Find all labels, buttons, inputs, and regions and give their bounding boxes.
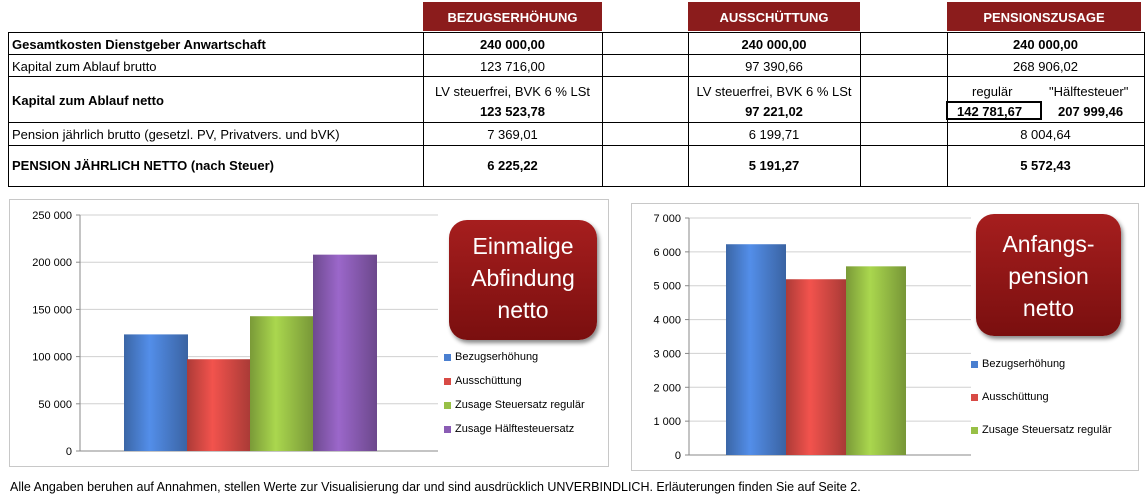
callout-anfangspension: Anfangs- pension netto xyxy=(976,214,1121,336)
table-line xyxy=(8,32,9,187)
legend-item: Zusage Steuersatz regulär xyxy=(444,399,585,411)
cell-kapital-brutto-pension: 268 906,02 xyxy=(1012,59,1079,74)
legend-label: Zusage Steuersatz regulär xyxy=(982,424,1112,436)
cell-kapital-brutto-aussch: 97 390,66 xyxy=(745,59,803,74)
cell-kapital-netto-haelfte: 207 999,46 xyxy=(1058,104,1124,119)
cell-pension-brutto-aussch: 6 199,71 xyxy=(748,127,800,142)
cell-pension-netto-bezug: 6 225,22 xyxy=(487,158,538,173)
callout-line: pension xyxy=(1008,263,1089,289)
table-line xyxy=(8,76,1145,77)
cell-kapital-netto-regulaer-selected[interactable] xyxy=(946,101,1042,120)
bar-1 xyxy=(726,244,786,455)
legend-swatch xyxy=(444,401,451,409)
table-line xyxy=(860,32,861,187)
callout-line: Abfindung xyxy=(471,265,575,291)
y-tick-label: 250 000 xyxy=(32,210,72,222)
y-tick-label: 1 000 xyxy=(653,416,681,428)
cell-kapital-brutto-bezug: 123 716,00 xyxy=(479,59,546,74)
footnote: Alle Angaben beruhen auf Annahmen, stell… xyxy=(10,480,861,494)
row-label-pension-brutto: Pension jährlich brutto (gesetzl. PV, Pr… xyxy=(12,127,340,142)
y-tick-label: 100 000 xyxy=(32,352,72,364)
row-label-kapital-netto: Kapital zum Ablauf netto xyxy=(12,93,164,108)
legend-swatch xyxy=(444,425,451,433)
callout-line: Anfangs- xyxy=(1002,231,1095,257)
cell-pension-brutto-pension: 8 004,64 xyxy=(1020,127,1071,142)
y-tick-label: 4 000 xyxy=(653,315,681,327)
row-label-kapital-brutto: Kapital zum Ablauf brutto xyxy=(12,59,157,74)
bar-3 xyxy=(846,266,906,455)
table-line xyxy=(8,54,1145,55)
legend-label: Bezugserhöhung xyxy=(455,351,539,363)
table-line xyxy=(1144,32,1145,187)
chart-anfangspension-plot: 0 1 000 2 000 3 000 4 000 5 000 6 000 7 000 xyxy=(653,213,971,462)
y-tick-label: 2 000 xyxy=(653,382,681,394)
legend-item: Ausschüttung xyxy=(444,375,522,387)
y-tick-label: 50 000 xyxy=(38,399,72,411)
legend-label: Ausschüttung xyxy=(982,391,1049,403)
legend-label: Zusage Steuersatz regulär xyxy=(455,399,585,411)
table-line xyxy=(423,32,424,187)
table-line xyxy=(8,122,1145,123)
legend-item: Bezugserhöhung xyxy=(444,351,538,363)
legend-swatch xyxy=(971,393,978,401)
callout-line: Einmalige xyxy=(472,233,574,259)
y-tick-label: 0 xyxy=(675,450,681,462)
bar-4 xyxy=(313,254,377,451)
cell-kapital-netto-aussch: 97 221,02 xyxy=(745,104,803,119)
cell-kapital-netto-aussch-note: LV steuerfrei, BVK 6 % LSt xyxy=(696,84,852,99)
table-line xyxy=(602,32,603,187)
cell-gesamtkosten-pension: 240 000,00 xyxy=(1012,37,1079,52)
cell-pension-netto-aussch: 5 191,27 xyxy=(748,158,800,173)
y-tick-label: 3 000 xyxy=(653,348,681,360)
cell-kapital-netto-regulaer-label: regulär xyxy=(972,84,1013,99)
table-line xyxy=(8,145,1145,146)
cell-kapital-netto-bezug: 123 523,78 xyxy=(479,104,546,119)
legend-swatch xyxy=(444,353,451,361)
cell-gesamtkosten-bezug: 240 000,00 xyxy=(479,37,546,52)
y-tick-label: 5 000 xyxy=(653,281,681,293)
callout-line: netto xyxy=(1022,295,1075,321)
y-tick-label: 0 xyxy=(66,446,72,458)
legend-swatch xyxy=(971,426,978,434)
legend-swatch xyxy=(971,360,978,368)
y-tick-label: 7 000 xyxy=(653,213,681,225)
y-tick-label: 150 000 xyxy=(32,304,72,316)
callout-einmalige-abfindung: Einmalige Abfindung netto xyxy=(449,220,597,340)
bar-2 xyxy=(187,359,251,451)
header-ausschuettung: AUSSCHÜTTUNG xyxy=(688,2,860,31)
cell-pension-netto-pension: 5 572,43 xyxy=(1020,158,1071,173)
chart-anfangspension: 0 1 000 2 000 3 000 4 000 5 000 6 000 7 000 xyxy=(631,203,1139,471)
header-pensionszusage: PENSIONSZUSAGE xyxy=(947,2,1141,31)
y-tick-label: 200 000 xyxy=(32,257,72,269)
header-bezugserhoehung: BEZUGSERHÖHUNG xyxy=(423,2,602,31)
legend-item: Bezugserhöhung xyxy=(971,358,1065,370)
legend-item: Zusage Steuersatz regulär xyxy=(971,424,1112,436)
table-line xyxy=(688,32,689,187)
cell-gesamtkosten-aussch: 240 000,00 xyxy=(741,37,807,52)
cell-pension-brutto-bezug: 7 369,01 xyxy=(487,127,538,142)
y-tick-label: 6 000 xyxy=(653,247,681,259)
callout-line: netto xyxy=(497,297,549,323)
legend-label: Zusage Hälftesteuersatz xyxy=(455,423,575,435)
table-line xyxy=(8,186,1145,187)
row-label-pension-netto: PENSION JÄHRLICH NETTO (nach Steuer) xyxy=(12,158,274,173)
legend-label: Bezugserhöhung xyxy=(982,358,1066,370)
bar-2 xyxy=(786,279,846,455)
cell-kapital-netto-regulaer: 142 781,67 xyxy=(957,104,1023,119)
legend-item: Ausschüttung xyxy=(971,391,1049,403)
cell-kapital-netto-bezug-note: LV steuerfrei, BVK 6 % LSt xyxy=(434,84,591,99)
chart-einmalige-abfindung-plot: 0 50 000 100 000 150 000 200 000 250 000 xyxy=(32,210,438,458)
legend-swatch xyxy=(444,377,451,385)
cell-kapital-netto-haelfte-label: "Hälftesteuer" xyxy=(1049,84,1129,99)
bar-1 xyxy=(124,334,188,451)
row-label-gesamtkosten: Gesamtkosten Dienstgeber Anwartschaft xyxy=(12,37,266,52)
legend-label: Ausschüttung xyxy=(455,375,522,387)
legend-item: Zusage Hälftesteuersatz xyxy=(444,423,574,435)
bar-3 xyxy=(250,316,314,451)
table-line xyxy=(8,32,1145,33)
